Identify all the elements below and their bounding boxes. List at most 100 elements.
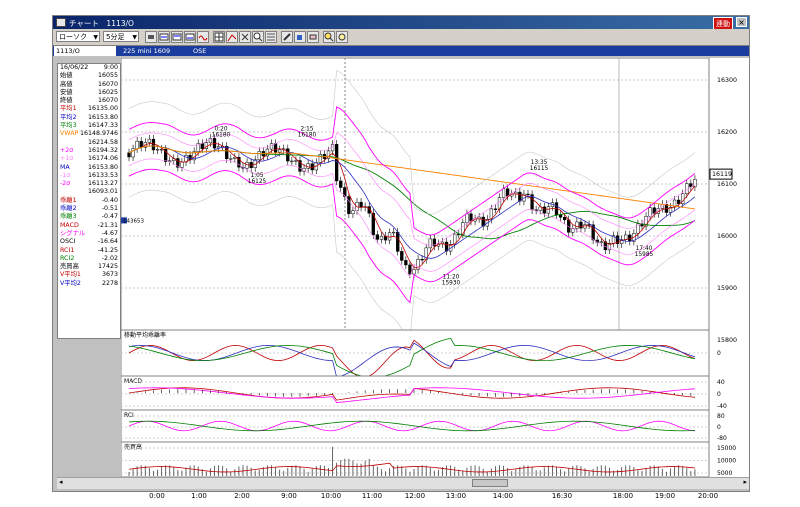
indicator-line [128, 337, 696, 378]
chart-type-select[interactable]: ローソク ▼ [56, 31, 100, 42]
close-button[interactable]: × [736, 17, 747, 27]
horizontal-scrollbar[interactable]: ◂ ▸ [57, 477, 749, 489]
scroll-right-icon[interactable]: ▸ [743, 478, 747, 486]
chevron-down-icon: ▼ [93, 34, 98, 41]
panel-tick-label: 15000 [717, 445, 736, 452]
scroll-left-icon[interactable]: ◂ [59, 478, 63, 486]
scroll-thumb[interactable] [472, 479, 508, 487]
interval-select[interactable]: 5分足 ▼ [103, 31, 139, 42]
symbol-field[interactable]: 1113/O [54, 46, 116, 56]
chart-area[interactable]: 16300 16200 16100 16000 15900 15800 16119 0:20 1… [120, 57, 749, 478]
indicator-line [128, 420, 695, 432]
info-key: 乖離1 [60, 196, 77, 204]
time-label: 13:00 [445, 492, 467, 500]
info-key: 乖離2 [60, 205, 77, 213]
candle-body [196, 143, 200, 152]
candle-body [347, 196, 351, 215]
panel-tick-label: 0 [717, 391, 721, 398]
candle-body [644, 216, 648, 227]
candle-body [135, 140, 139, 150]
candle-body [180, 161, 184, 168]
info-row: 16093.01 [58, 188, 120, 196]
info-row: V平均2 2278 [58, 280, 120, 288]
candle-body [225, 146, 229, 160]
info-value: -41.25 [97, 246, 118, 254]
info-row: VWAP 16148.9746 [58, 130, 120, 138]
info-key: -2σ [60, 180, 71, 188]
zoom-icon[interactable] [252, 31, 264, 43]
annotation-price: 16125 [248, 179, 267, 185]
indicator-line [128, 387, 695, 403]
info-row: 高値 16070 [58, 81, 120, 89]
daily-chart-icon[interactable] [158, 31, 170, 43]
panel-tick-label: 5000 [717, 470, 732, 477]
info-key: V平均2 [60, 279, 81, 287]
info-row: 乖離1 -0.40 [58, 197, 120, 205]
info-key: MACD [60, 221, 79, 229]
indicator-panel [120, 375, 710, 411]
candle-body [163, 148, 168, 162]
monthly-chart-icon[interactable] [184, 31, 196, 43]
candle-body [391, 231, 396, 234]
title-bar[interactable]: チャート 1113/O 連動 × [53, 16, 749, 31]
wave-icon[interactable] [197, 31, 209, 43]
fibonacci-icon[interactable] [265, 31, 277, 43]
info-row: -1σ 16133.53 [58, 172, 120, 180]
info-key: +1σ [60, 155, 74, 163]
candle-body [351, 210, 355, 215]
candle-body [359, 201, 363, 208]
info-row: シグナル -4.67 [58, 230, 120, 238]
eraser-icon[interactable] [307, 31, 319, 43]
candle-body [558, 214, 563, 218]
bb-lower1-line [128, 158, 696, 278]
grid-icon[interactable] [213, 31, 225, 43]
candle-body [396, 231, 400, 252]
candle-body [416, 258, 420, 270]
info-row: 終値 16070 [58, 97, 120, 105]
indicator-line [128, 342, 696, 378]
info-key: OSCI [60, 238, 76, 246]
time-label: 9:00 [281, 492, 297, 500]
panel-tick-label: 10000 [717, 458, 736, 465]
weekly-chart-icon[interactable] [171, 31, 183, 43]
candle-body [571, 228, 575, 233]
search-icon[interactable] [323, 31, 335, 43]
info-value: 16135.00 [87, 105, 118, 113]
info-row: 平均1 16135.00 [58, 105, 120, 113]
print-icon[interactable] [145, 31, 157, 43]
candle-body [636, 223, 640, 234]
time-label: 11:00 [361, 492, 383, 500]
candle-body [428, 238, 432, 249]
annotation-time: 2:15 [300, 126, 313, 132]
candle-body [619, 239, 624, 244]
chart-svg[interactable]: 163001620016100160001590015800161190:201… [120, 57, 749, 478]
trendline-icon[interactable] [226, 31, 238, 43]
chart-window: チャート 1113/O 連動 × ローソク ▼ 5分足 ▼ 1113/O 225 m… [52, 15, 750, 492]
candle-body [387, 232, 392, 241]
info-value: 16093.01 [87, 188, 118, 196]
price-panel [120, 57, 710, 331]
info-key: V平均1 [60, 271, 81, 279]
price-tick-label: 15800 [717, 337, 737, 344]
info-value: -0.40 [101, 196, 118, 204]
annotation-time: 11:20 [443, 274, 460, 280]
candle-body [176, 158, 180, 168]
price-tick-label: 16300 [717, 77, 737, 84]
fill-icon[interactable] [294, 31, 306, 43]
candle-body [668, 206, 673, 213]
annotation-price: 15985 [635, 252, 654, 258]
time-label: 1:00 [191, 492, 207, 500]
candle-body [379, 235, 384, 240]
candle-body [306, 163, 310, 169]
candle-body [676, 199, 681, 204]
info-value: 16070 [97, 80, 118, 88]
settings-icon[interactable] [336, 31, 348, 43]
candle-body [530, 194, 534, 211]
candle-body [257, 151, 261, 160]
info-value: 16133.53 [87, 171, 118, 179]
cross-icon[interactable] [239, 31, 251, 43]
pencil-icon[interactable] [281, 31, 293, 43]
contract-label: 225 mini 1609 [123, 47, 171, 55]
candle-body [131, 148, 135, 158]
bb-lower2-line [128, 168, 696, 304]
